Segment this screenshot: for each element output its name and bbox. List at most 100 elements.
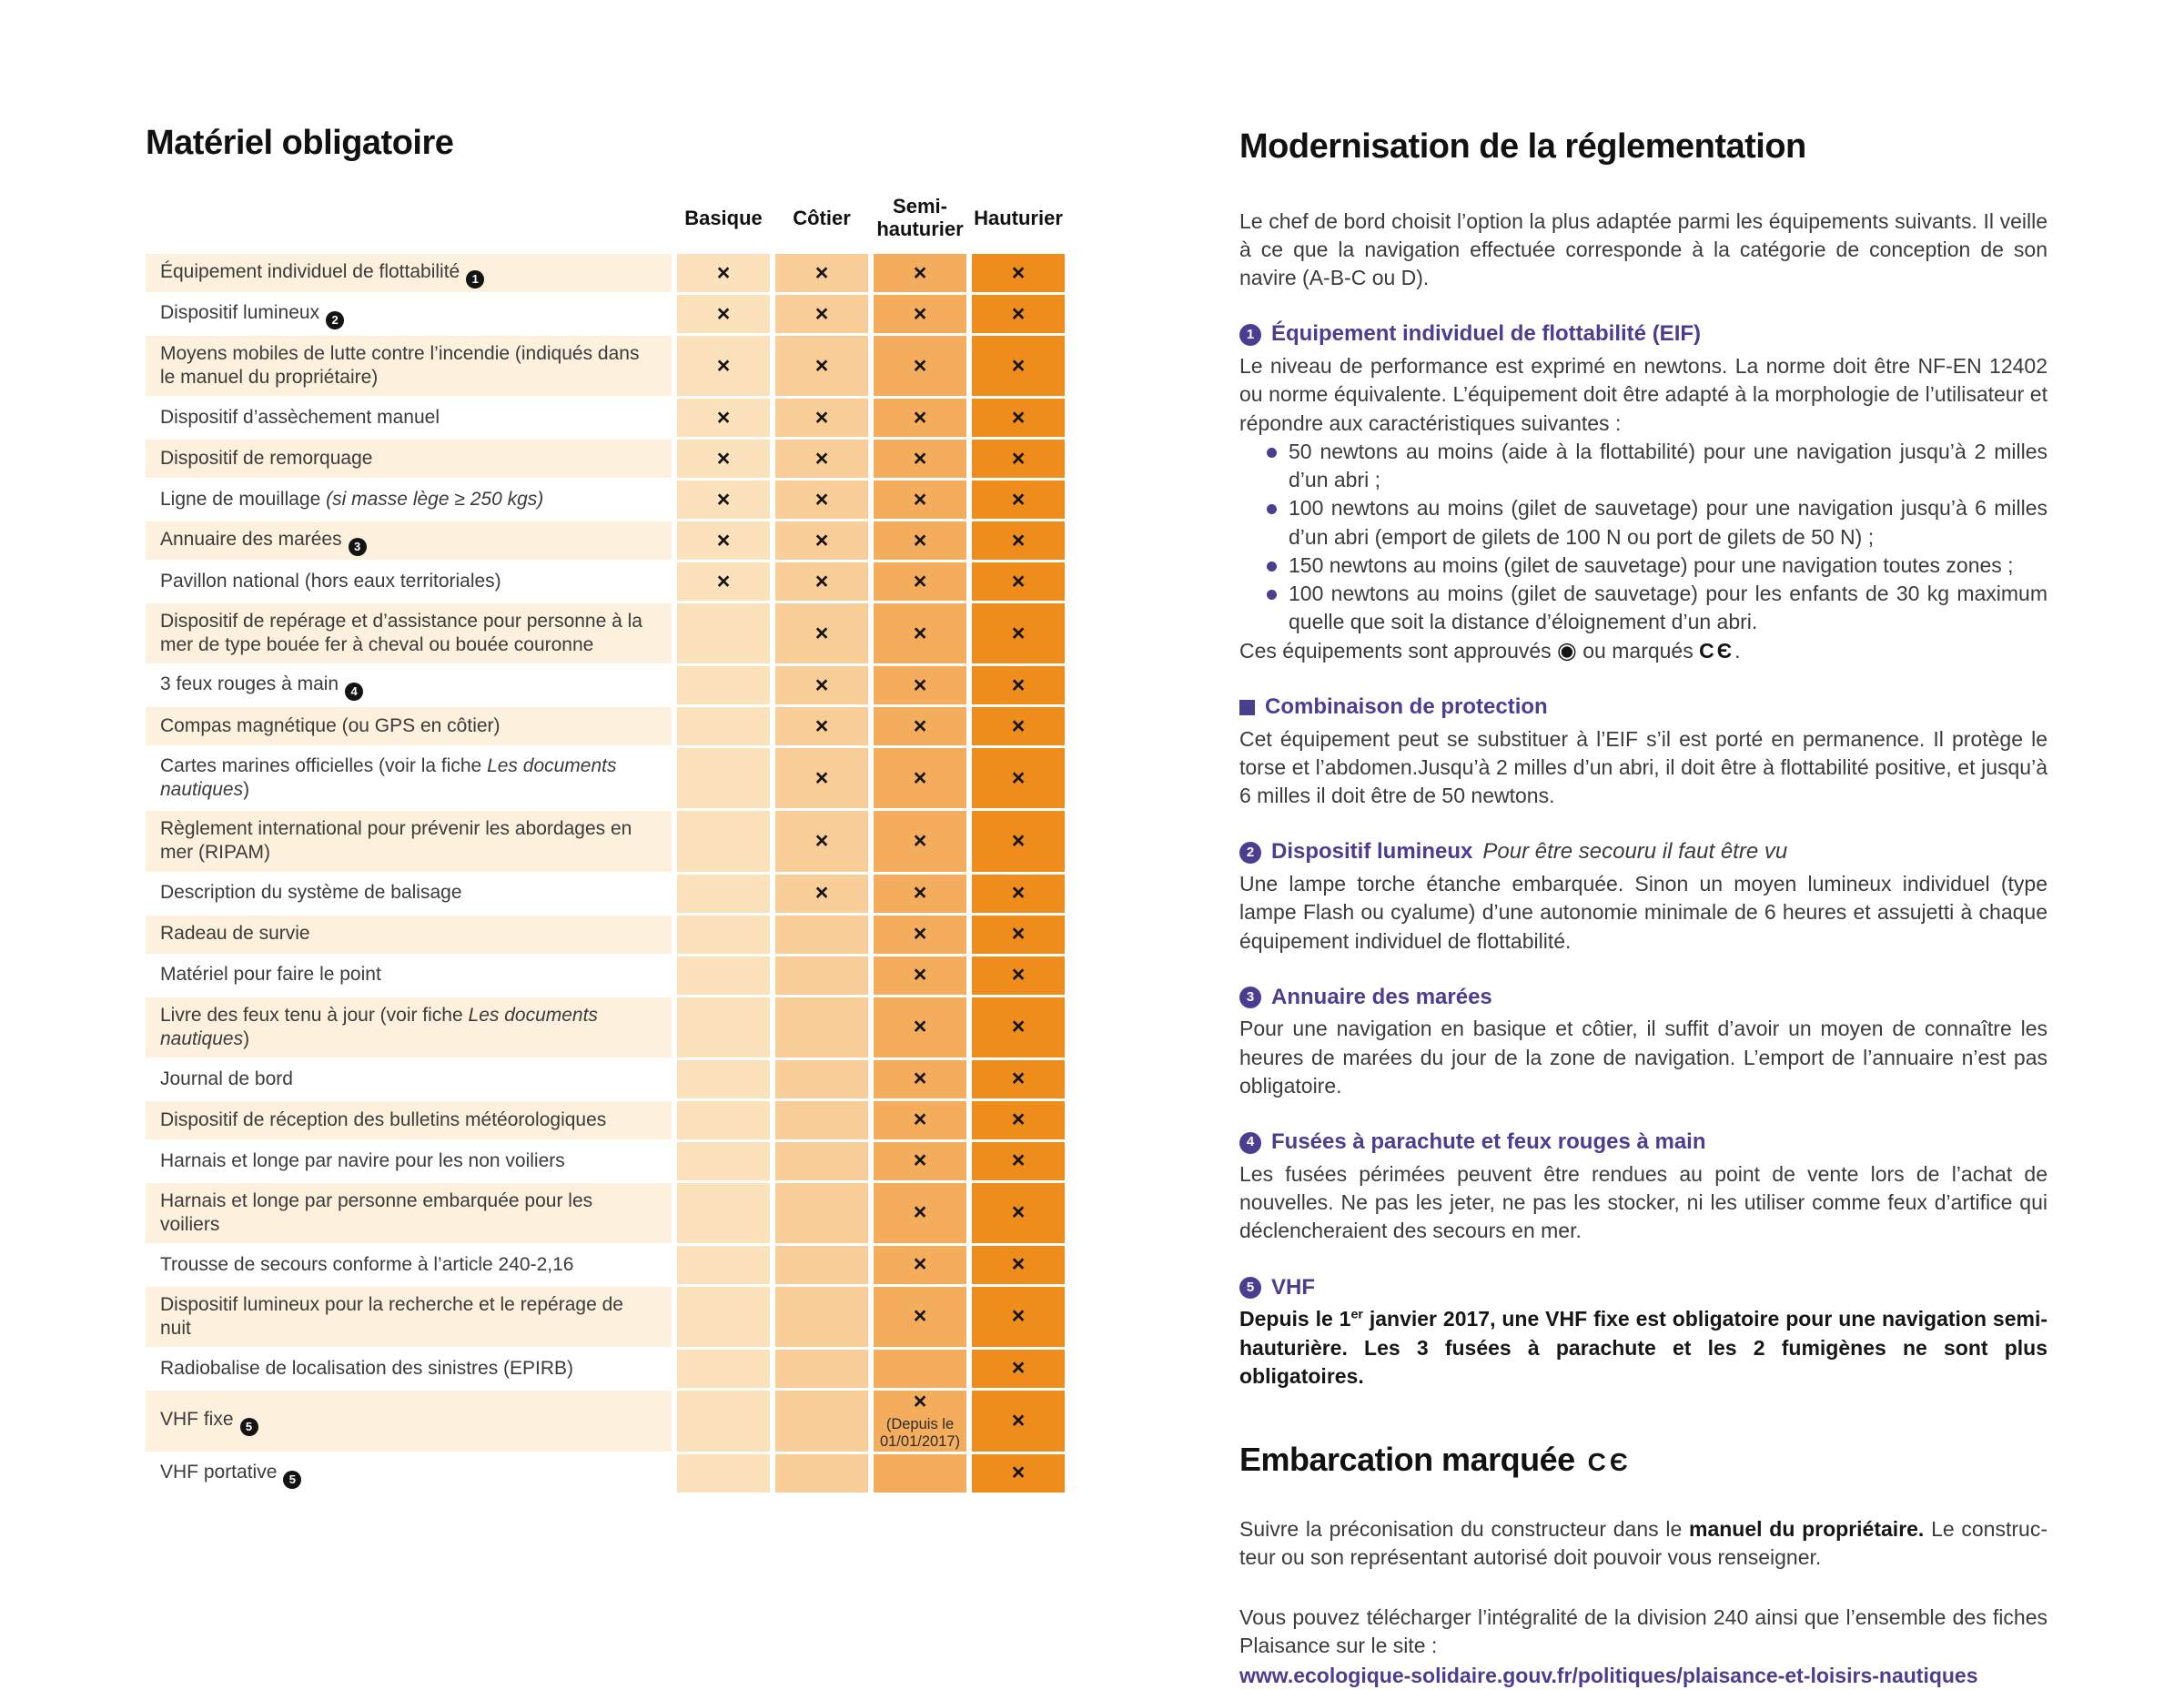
mark-cell: × [874,399,966,438]
square-bullet-icon [1239,699,1255,715]
x-mark: × [814,713,829,739]
mark-cell: × [874,915,966,954]
mark-cell: × [874,603,966,664]
x-mark: × [1011,672,1026,698]
mark-cell: × [874,1059,966,1098]
x-mark: × [913,352,927,379]
mark-cell [677,1349,770,1388]
numbered-badge-5-icon: 5 [1239,1277,1261,1300]
table-row: Dispositif lumineux 2 × × × × [146,295,1065,334]
x-mark: × [1011,1107,1026,1133]
section-combinaison-heading: Combinaison de protection [1239,693,2048,723]
page-title-left: Matériel obligatoire [146,124,454,162]
mark-cell: × [874,666,966,705]
section-fusees-heading: 4 Fusées à parachute et feux rouges à ma… [1239,1128,2048,1158]
x-mark: × [1011,1251,1026,1278]
table-row: Dispositif lumineux pour la recherche et… [146,1286,1065,1347]
mark-cell: × [775,336,868,397]
x-mark: × [1011,352,1026,379]
x-mark: × [913,1066,927,1092]
mark-cell: × [775,481,868,520]
eif-bullet-list: 50 newtons au moins (aide à la flottabil… [1239,438,2048,637]
table-row: Trousse de secours conforme à l’article … [146,1245,1065,1284]
table-row: Description du système de balisage × × × [146,874,1065,913]
x-mark: × [716,445,731,471]
section-combinaison-title: Combinaison de protection [1265,694,1548,720]
mark-cell: × [874,707,966,746]
table-row: Matériel pour faire le point × × [146,956,1065,995]
table-row: VHF fixe 5 × (Depuis le 01/01/2017) × [146,1390,1065,1452]
x-mark: × [716,568,731,594]
table-row: 3 feux rouges à main 4 × × × [146,666,1065,705]
x-mark: × [1011,527,1026,553]
x-mark: × [913,259,927,286]
mark-cell: × [775,295,868,334]
mark-cell: × [874,811,966,872]
mark-note: (Depuis le 01/01/2017) [879,1415,961,1451]
mark-cell: × [874,1245,966,1284]
x-mark: × [814,352,829,379]
mark-cell [677,1286,770,1347]
x-mark: × [1011,1407,1026,1433]
mark-cell: × [972,1059,1065,1098]
table-row: Équipement individuel de flottabilité 1 × ×… [146,254,1065,293]
x-mark: × [1011,568,1026,594]
numbered-badge-icon: 2 [326,311,345,330]
column-header-hauturier: Hauturier [974,206,1063,229]
table-row: VHF portative 5 × [146,1453,1065,1493]
mark-cell: × [874,1141,966,1180]
mark-cell [775,1059,868,1098]
mark-cell [775,997,868,1058]
bullet-item: 150 newtons au moins (gilet de sauvetage… [1267,552,2048,580]
section-vhf: 5 VHF Depuis le 1er janvier 2017, une VH… [1239,1273,2048,1391]
plaisance-website-link[interactable]: www.ecologique-solidaire.gouv.fr/politiq… [1239,1664,1978,1688]
x-mark: × [1011,1303,1026,1330]
embarcation-p1-before: Suivre la préconisation du constructeur … [1239,1517,1690,1542]
x-mark: × [1011,620,1026,646]
section-fusees-title: Fusées à parachute et feux rouges à main [1271,1129,1706,1155]
x-mark: × [1011,486,1026,512]
mark-cell: × [972,1453,1065,1493]
mark-cell: × [972,336,1065,397]
row-label: Harnais et longe par navire pour les non… [160,1149,565,1171]
mark-cell: × [972,399,1065,438]
wheel-mark-icon: ◉ [1557,637,1577,663]
x-mark: × [814,764,829,791]
equipment-table-body: Équipement individuel de flottabilité 1 × ×… [146,254,1065,1493]
vhf-body-rest: janvier 2017, une VHF fixe est obligatoi… [1239,1307,2048,1388]
mark-cell: × [874,956,966,995]
section-vhf-body: Depuis le 1er janvier 2017, une VHF fixe… [1239,1305,2048,1391]
row-label: VHF portative 5 [146,1454,672,1493]
bullet-item: 50 newtons au moins (aide à la flottabil… [1267,438,2048,495]
section-annuaire-body: Pour une navigation en basique et côtier… [1239,1017,2048,1098]
bullet-item: 100 newtons au moins (gilet de sauvetage… [1267,580,2048,637]
x-mark: × [716,527,731,553]
section-combinaison-body: Cet équipement peut se substituer à l’EI… [1239,726,2048,808]
section-eif: 1 Équipement individuel de flottabilité … [1239,319,2048,665]
table-row: Cartes marines officielles (voir la fich… [146,748,1065,809]
mark-cell [677,707,770,746]
x-mark: × [814,527,829,553]
mark-cell [677,1245,770,1284]
row-label: Dispositif lumineux pour la recherche et… [146,1286,672,1347]
mark-cell: × [775,562,868,602]
mark-cell: × [972,915,1065,954]
mark-cell: × [972,1100,1065,1139]
embarcation-paragraph-2: Vous pouvez télécharger l’intégralité de… [1239,1604,2048,1657]
section-dispositif-lumineux-subtitle: Pour être secouru il faut être vu [1482,839,1788,865]
embarcation-title-text: Embarcation marquée [1239,1441,1575,1479]
x-mark: × [1011,1355,1026,1381]
table-row: Annuaire des marées 3 × × × × [146,521,1065,561]
x-mark: × [1011,880,1026,906]
x-mark: × [913,1199,927,1226]
x-mark: × [913,568,927,594]
mark-cell: × [775,521,868,561]
row-label: Cartes marines officielles (voir la fich… [160,755,617,801]
x-mark: × [913,962,927,987]
row-label: Description du système de balisage [160,882,462,904]
mark-cell: × [775,748,868,809]
x-mark: × [1011,827,1026,854]
mark-cell: × [874,874,966,913]
mark-cell: × [972,956,1065,995]
row-label: Dispositif de réception des bulletins mé… [146,1100,672,1139]
